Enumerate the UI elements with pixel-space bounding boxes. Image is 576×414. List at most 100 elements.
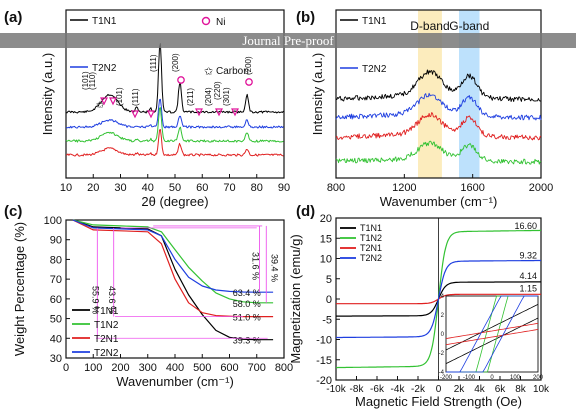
- x-tick-label-d: 2k: [454, 384, 466, 395]
- peak-index-label: (200): [244, 56, 253, 75]
- y-axis-label-b: Intensity (a.u.): [310, 53, 325, 135]
- carbon-marker-legend-icon: ✩: [204, 66, 213, 78]
- peak-index-label: (110): [88, 72, 97, 90]
- x-tick-label-a: 90: [278, 182, 290, 194]
- y-tick-label-c: 60: [50, 294, 62, 306]
- inset-y-tick-label: -4: [439, 370, 445, 376]
- carbon-peak-marker-icon: ✩: [96, 100, 105, 111]
- raman-band-highlight: [459, 10, 480, 178]
- x-tick-label-a: 80: [251, 182, 263, 194]
- x-axis-label-c: Wavenumber (cm⁻¹): [116, 374, 234, 389]
- panel-c-label: (c): [4, 203, 22, 220]
- x-tick-label-b: 800: [327, 182, 345, 194]
- x-axis-label-b: Wavenumber (cm⁻¹): [380, 194, 498, 209]
- y-tick-label-d: 15: [320, 233, 332, 245]
- raman-series-line: [335, 92, 542, 121]
- y-tick-label-c: 90: [50, 235, 62, 247]
- x-tick-label-d: -2k: [411, 384, 426, 395]
- phase-marker-icon: [147, 110, 155, 119]
- legend-label-a: T1N1: [92, 16, 117, 27]
- inset-x-tick-label: -200: [440, 375, 453, 381]
- y-tick-label-d: -10: [316, 335, 332, 347]
- inset-x-tick-label: 100: [510, 375, 521, 381]
- panel-a-label: (a): [4, 9, 22, 26]
- xrd-series-line: [65, 98, 284, 129]
- inset-frame: [445, 295, 539, 373]
- y-tick-label-d: 20: [320, 213, 332, 225]
- x-tick-label-b: 2000: [529, 182, 553, 194]
- inset-y-tick-label: 2: [441, 313, 445, 319]
- vsm-series-line: [336, 259, 541, 339]
- peak-index-label: (200): [171, 53, 180, 72]
- saturation-value-label: 9.32: [519, 250, 537, 260]
- x-tick-label-c: 800: [275, 362, 293, 374]
- tga-series-line: [72, 219, 274, 304]
- peak-index-label: (101): [81, 71, 90, 90]
- inset-loop-line: [446, 295, 538, 373]
- y-tick-label-d: -20: [316, 375, 332, 387]
- legend-label-d: T2N1: [360, 243, 382, 253]
- x-tick-label-a: 30: [114, 182, 126, 194]
- x-tick-label-c: 700: [248, 362, 266, 374]
- legend-label-b: T1N1: [362, 16, 387, 27]
- y-tick-label-d: -15: [316, 355, 332, 367]
- y-tick-label-d: 0: [326, 294, 332, 306]
- xrd-series-line: [65, 107, 284, 143]
- y-axis-label-a: Intensity (a.u.): [40, 53, 55, 135]
- x-tick-label-a: 20: [87, 182, 99, 194]
- x-tick-label-d: -4k: [391, 384, 406, 395]
- x-tick-label-d: -6k: [370, 384, 385, 395]
- panel-b-frame: [335, 9, 542, 179]
- panel-b-label: (b): [296, 9, 315, 26]
- inset-loop-line: [446, 295, 538, 373]
- x-axis-label-a: 2θ (degree): [141, 194, 208, 209]
- phase-marker-icon: [195, 108, 203, 117]
- peak-index-label: (220): [213, 81, 222, 100]
- x-tick-label-d: -8k: [350, 384, 365, 395]
- legend-label-d: T2N2: [360, 253, 382, 263]
- inset-loop-line: [445, 329, 539, 345]
- end-value-label: 58.0 %: [233, 299, 261, 309]
- x-tick-label-c: 0: [63, 362, 69, 374]
- ni-marker-legend-icon: [201, 16, 211, 26]
- x-tick-label-a: 40: [142, 182, 154, 194]
- inset-y-tick-label: -2: [439, 351, 445, 357]
- x-axis-label-d: Magnetic Field Strength (Oe): [355, 394, 522, 409]
- xrd-series-line: [65, 129, 284, 157]
- x-tick-label-c: 500: [193, 362, 211, 374]
- watermark-text: Journal Pre-proof: [242, 33, 334, 48]
- x-tick-label-a: 60: [196, 182, 208, 194]
- end-value-label: 51.0 %: [233, 313, 261, 323]
- inset-x-tick-label: -100: [463, 375, 476, 381]
- y-tick-label-d: 10: [320, 254, 332, 266]
- raman-series-line: [335, 69, 542, 102]
- legend-label-b: T2N2: [362, 64, 387, 75]
- drop-percent-label: 43.6 %: [107, 286, 117, 314]
- x-tick-label-b: 1200: [392, 182, 416, 194]
- y-axis-label-d: Magnetization (emu/g): [288, 234, 303, 363]
- x-tick-label-a: 70: [223, 182, 235, 194]
- x-tick-label-b: 1600: [460, 182, 484, 194]
- peak-index-label: (111): [149, 54, 158, 72]
- legend-label-c: T1N2: [94, 320, 119, 331]
- legend-label-a: T2N2: [92, 63, 117, 74]
- y-tick-label-d: 5: [326, 274, 332, 286]
- drop-percent-label: 55.9 %: [90, 286, 100, 314]
- x-tick-label-d: 8k: [515, 384, 527, 395]
- legend-label-c: T2N1: [94, 334, 119, 345]
- legend-label-c: T2N2: [94, 348, 119, 359]
- end-value-label: 39.3 %: [233, 336, 261, 346]
- x-tick-label-c: 200: [111, 362, 129, 374]
- legend-label-d: T1N1: [360, 223, 382, 233]
- x-tick-label-c: 600: [220, 362, 238, 374]
- watermark-bar: [0, 33, 576, 48]
- peak-index-label: (204): [204, 87, 213, 106]
- saturation-value-label: 1.15: [519, 283, 537, 293]
- peak-index-label: (211): [186, 88, 195, 106]
- y-tick-label-c: 80: [50, 254, 62, 266]
- x-tick-label-d: -10k: [326, 384, 346, 395]
- inset-x-tick-label: 0: [490, 375, 494, 381]
- phase-marker-icon: [231, 108, 239, 117]
- legend-label-a: Ni: [216, 17, 225, 28]
